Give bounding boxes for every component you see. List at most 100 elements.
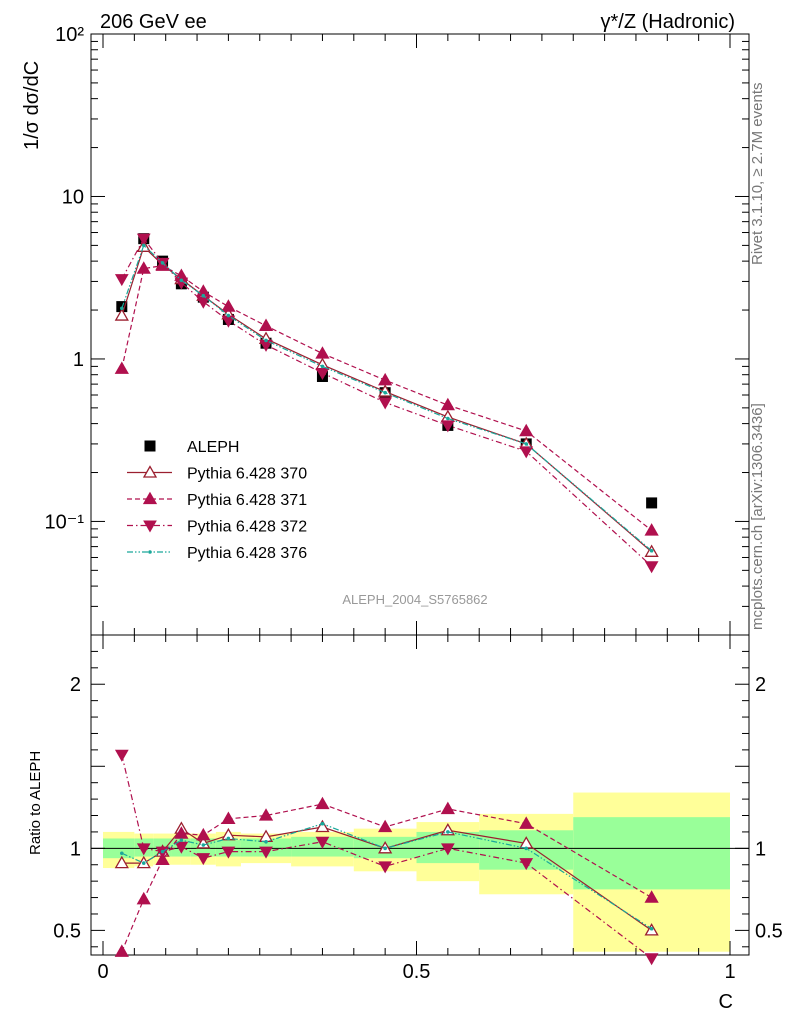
ratio-point-2: [644, 953, 659, 966]
main-y-axis-label: 1/σ dσ/dC: [21, 61, 43, 150]
series-point-4: [141, 243, 146, 248]
series-point-4: [524, 442, 529, 446]
header-left: 206 GeV ee: [100, 11, 207, 33]
ratio-point-1: [258, 808, 274, 821]
y-tick-label: 10⁻¹: [45, 511, 85, 533]
ratio-y-tick-label-right: 0.5: [755, 920, 783, 942]
x-tick-label: 0: [97, 961, 108, 983]
ratio-panel: 0.5 0.5 1 1 2 2 0 0.5 1: [53, 634, 783, 983]
ratio-point-3: [264, 839, 268, 844]
stat-uncertainty-band: [573, 817, 730, 890]
ratio-point-1: [155, 852, 170, 865]
series-point-2: [258, 318, 274, 331]
side-text-top: Rivet 3.1.10, ≥ 2.7M events: [749, 83, 766, 266]
legend-label-0: ALEPH: [187, 439, 239, 456]
ratio-point-1: [378, 819, 393, 833]
series-point-4: [226, 313, 231, 318]
ratio-point-3: [160, 849, 165, 854]
ratio-point-2: [114, 749, 129, 762]
series-point-4: [320, 364, 325, 369]
legend-label-3: Pythia 6.428 372: [187, 519, 307, 536]
ratio-point-2: [440, 843, 455, 856]
ratio-point-1: [440, 801, 455, 815]
ratio-point-3: [120, 851, 124, 856]
series-point-2: [378, 372, 393, 386]
series-point-4: [264, 338, 268, 343]
legend-marker-0: [144, 440, 156, 452]
ratio-point-2: [174, 841, 189, 854]
series-point-2: [519, 423, 534, 437]
series-point-4: [383, 390, 387, 395]
series-point-3: [136, 233, 151, 246]
ratio-point-0: [114, 855, 129, 869]
ratio-point-2: [221, 846, 236, 859]
ratio-point-2: [136, 843, 151, 856]
ratio-point-3: [320, 821, 325, 826]
ratio-y-tick-label: 2: [70, 674, 81, 696]
series-point-4: [160, 261, 165, 265]
series-point-2: [136, 261, 151, 274]
ratio-point-1: [519, 816, 534, 829]
ratio-point-3: [383, 846, 387, 851]
ratio-y-tick-label: 1: [70, 838, 81, 860]
y-tick-label: 1: [73, 349, 84, 371]
legend-label-2: Pythia 6.428 371: [187, 492, 307, 509]
legend-marker-1: [142, 465, 158, 478]
ratio-point-1: [221, 811, 236, 824]
legend-marker-3: [143, 520, 157, 533]
header-right: γ*/Z (Hadronic): [601, 11, 735, 33]
series-point-3: [315, 367, 330, 380]
series-point-3: [440, 420, 455, 433]
series-point-4: [446, 416, 450, 421]
ratio-point-1: [114, 944, 129, 957]
x-tick-label: 1: [724, 961, 735, 983]
ratio-y-axis-label: Ratio to ALEPH: [27, 751, 44, 855]
ratio-point-3: [179, 838, 184, 842]
series-point-2: [114, 361, 129, 374]
series-point-2: [315, 346, 330, 359]
ratio-point-3: [446, 830, 450, 834]
legend-marker-2: [142, 491, 158, 505]
series-point-2: [221, 299, 236, 312]
series-point-3: [114, 274, 129, 287]
ratio-point-3: [201, 843, 206, 847]
series-point-4: [120, 306, 124, 311]
x-axis-label: C: [719, 991, 733, 1013]
ratio-line-1: [121, 803, 652, 952]
legend-label-4: Pythia 6.428 376: [187, 545, 307, 562]
ratio-point-2: [519, 858, 534, 871]
y-tick-label: 10: [62, 186, 84, 208]
ratio-point-2: [378, 861, 393, 874]
series-line-2: [121, 265, 652, 531]
series-point-4: [179, 278, 184, 283]
ratio-point-0: [196, 836, 211, 849]
ratio-frame: [90, 634, 750, 956]
ratio-point-3: [141, 861, 146, 865]
data-point-aleph: [646, 497, 658, 509]
ratio-point-1: [196, 827, 211, 841]
ratio-point-1: [644, 890, 659, 903]
series-point-3: [378, 397, 393, 410]
series-point-3: [174, 277, 189, 290]
ratio-point-3: [226, 836, 231, 841]
x-tick-label: 0.5: [403, 961, 431, 983]
series-point-2: [644, 523, 659, 536]
side-text-bottom: mcplots.cern.ch [arXiv:1306.3436]: [749, 403, 766, 630]
series-point-1: [114, 308, 129, 321]
ratio-point-2: [315, 836, 330, 849]
main-panel: 10² 10 1 10⁻¹: [45, 24, 750, 636]
ratio-point-1: [174, 826, 189, 839]
series-point-4: [649, 548, 654, 553]
legend-label-1: Pythia 6.428 370: [187, 466, 307, 483]
ratio-point-3: [524, 846, 529, 851]
series-point-3: [519, 446, 534, 459]
analysis-label: ALEPH_2004_S5765862: [342, 592, 487, 607]
series-point-2: [440, 397, 455, 411]
ratio-point-1: [315, 796, 330, 810]
legend: ALEPH Pythia 6.428 370 Pythia 6.428 371 Pyt…: [127, 439, 307, 562]
ratio-y-tick-label-right: 1: [755, 838, 766, 860]
ratio-point-2: [196, 853, 211, 866]
series-line-4: [121, 244, 653, 552]
legend-marker-4: [148, 550, 152, 554]
